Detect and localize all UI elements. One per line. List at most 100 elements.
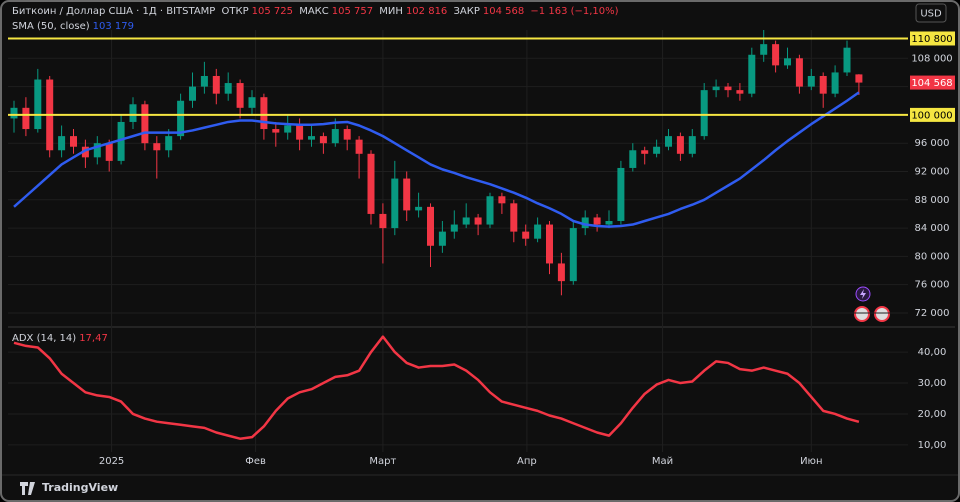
x-tick-label: Май	[652, 456, 673, 467]
field-label: ОТКР	[221, 6, 249, 17]
x-tick-label: Апр	[517, 456, 537, 467]
candle-body	[760, 44, 768, 55]
candle-body	[319, 136, 327, 144]
candle-body	[224, 83, 232, 94]
field-label: ЗАКР	[453, 6, 480, 17]
candle-body	[641, 150, 649, 154]
y-tick-label: 88 000	[915, 195, 950, 206]
candle-body	[343, 129, 351, 140]
field-value: 105 725	[251, 6, 293, 17]
candle-body	[831, 72, 839, 94]
candle-body	[629, 150, 637, 168]
candle-body	[141, 104, 149, 144]
y-tick-label: 80 000	[915, 251, 950, 262]
candle-body	[712, 86, 720, 91]
level-label-box	[910, 31, 955, 46]
candle-body	[212, 75, 220, 94]
last-price-label: 104 568	[911, 78, 952, 89]
candle-body	[593, 217, 601, 225]
candle-body	[427, 206, 434, 246]
adx-legend: ADX (14, 14) 17,47	[12, 333, 111, 344]
candle-body	[462, 217, 470, 225]
legend-value: 17,47	[79, 333, 108, 344]
candle-body	[534, 224, 542, 239]
candle-body	[10, 107, 18, 119]
symbol-header: Биткоин / Доллар США · 1Д · BITSTAMP ОТК…	[12, 6, 622, 17]
candle-body	[165, 136, 173, 151]
change: −1 163 (−1,10%)	[530, 6, 619, 17]
candle-body	[391, 178, 399, 229]
candle-body	[688, 136, 696, 154]
candle-body	[296, 125, 304, 140]
currency-button[interactable]	[915, 3, 947, 23]
field-value: 104 568	[482, 6, 525, 17]
candle-body	[200, 75, 208, 87]
candle-body	[498, 196, 506, 204]
candle-body	[617, 167, 625, 222]
line	[13, 335, 860, 440]
symbol: Биткоин / Доллар США · 1Д · BITSTAMP	[12, 6, 216, 17]
candle-body	[772, 44, 780, 66]
candle-body	[105, 143, 113, 161]
x-tick-label: Фев	[245, 456, 266, 467]
candle-body	[379, 213, 387, 229]
level-label-box	[910, 107, 955, 122]
field-label: МИН	[379, 6, 403, 17]
y-tick-label: 76 000	[915, 280, 950, 291]
last-price-box	[910, 75, 955, 90]
candle-body	[605, 221, 613, 225]
candle-body	[22, 107, 30, 130]
candle-body	[855, 74, 863, 83]
x-tick-label: 2025	[99, 456, 124, 467]
candle-body	[474, 217, 482, 225]
candle-body	[581, 217, 589, 229]
y-tick-label: 10,00	[918, 440, 947, 451]
y-tick-label: 40,00	[918, 347, 947, 358]
legend-value: 103 179	[92, 21, 134, 32]
candle-body	[843, 47, 851, 73]
candle-body	[807, 75, 815, 87]
sma-legend: SMA (50, close) 103 179	[12, 21, 137, 32]
x-tick-label: Март	[369, 456, 396, 467]
candle-body	[117, 121, 125, 161]
field-label: МАКС	[299, 6, 329, 17]
candle-body	[70, 136, 77, 147]
candle-body	[415, 206, 423, 211]
candle-body	[653, 146, 661, 154]
candle-body	[355, 139, 363, 154]
candle-body	[546, 224, 553, 264]
candle-body	[522, 231, 530, 239]
level-label: 110 800	[911, 34, 952, 45]
candle-body	[724, 86, 732, 91]
candle-body	[260, 97, 268, 130]
candle-body	[486, 196, 494, 225]
candle-body	[557, 263, 565, 282]
candle-body	[676, 136, 684, 154]
field-value: 105 757	[331, 6, 374, 17]
candle-body	[736, 90, 744, 94]
currency[interactable]: USD	[920, 9, 942, 20]
legend-name: SMA (50, close)	[12, 21, 90, 32]
x-tick-label: Июн	[800, 456, 822, 467]
candle-body	[284, 125, 292, 133]
y-tick-label: 84 000	[915, 223, 950, 234]
candle-body	[403, 178, 411, 211]
candle-body	[153, 143, 161, 151]
y-tick-label: 96 000	[915, 138, 950, 149]
field-value: 102 816	[405, 6, 448, 17]
candle-body	[510, 203, 518, 232]
candle-body	[248, 97, 256, 108]
candle-body	[189, 86, 196, 101]
candle-body	[129, 104, 137, 122]
candle-body	[819, 75, 827, 94]
candle-body	[272, 129, 280, 133]
candle-body	[308, 136, 315, 140]
y-tick-label: 92 000	[915, 166, 950, 177]
candle-body	[58, 136, 66, 151]
candle-body	[93, 143, 101, 158]
candle-body	[795, 58, 803, 87]
candle-body	[177, 100, 185, 137]
candle-body	[569, 228, 577, 282]
y-tick-label: 20,00	[918, 409, 947, 420]
